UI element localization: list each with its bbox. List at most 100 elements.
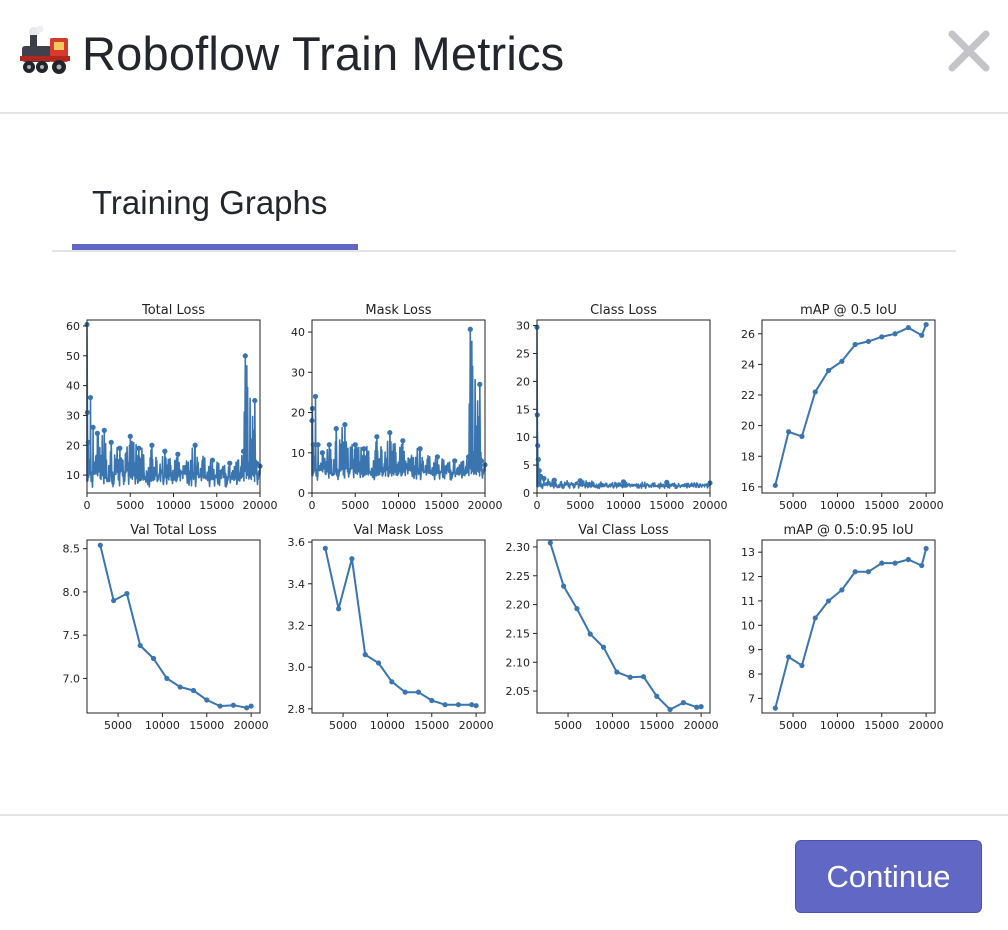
modal-title: Roboflow Train Metrics <box>82 27 565 80</box>
y-tick-label: 3.6 <box>288 536 306 549</box>
y-tick-label: 25 <box>516 347 530 360</box>
y-tick-label: 10 <box>66 469 80 482</box>
data-point <box>455 702 461 708</box>
data-point <box>865 569 872 575</box>
data-point <box>477 381 483 387</box>
data-point <box>362 652 368 658</box>
data-point <box>177 684 183 690</box>
series-line <box>774 324 928 486</box>
data-point <box>772 705 778 711</box>
data-point <box>312 393 319 400</box>
data-point <box>865 338 872 345</box>
x-tick-label: 5000 <box>566 499 594 512</box>
data-point <box>389 679 395 685</box>
data-point <box>772 482 778 488</box>
y-tick-label: 24 <box>741 358 755 371</box>
data-point <box>812 615 818 621</box>
data-point <box>127 433 133 439</box>
y-tick-label: 22 <box>741 389 755 402</box>
y-tick-label: 2.30 <box>506 541 531 554</box>
y-tick-label: 9 <box>748 644 755 657</box>
data-point <box>839 587 845 593</box>
data-point <box>374 434 380 440</box>
y-tick-label: 12 <box>741 571 755 584</box>
x-tick-label: 0 <box>84 499 91 512</box>
close-icon[interactable] <box>946 28 992 74</box>
data-point <box>905 325 911 331</box>
data-point <box>535 456 541 463</box>
plot-frame <box>311 539 486 714</box>
y-tick-label: 50 <box>66 350 80 363</box>
data-point <box>577 478 583 484</box>
data-point <box>333 426 339 432</box>
data-point <box>415 689 422 695</box>
chart-7: mAP @ 0.5:0.95 IoU 5000 10000 15000 20000 7 8 9… <box>741 523 944 732</box>
x-tick-label: 5000 <box>779 499 807 512</box>
data-point <box>319 450 325 456</box>
active-tab-indicator <box>72 244 358 250</box>
data-point <box>94 430 100 436</box>
chart-title: mAP @ 0.5 IoU <box>800 303 897 318</box>
y-tick-label: 40 <box>66 380 80 393</box>
x-tick-label: 0 <box>309 499 316 512</box>
chart-2: Class Loss 0 5000 10000 15000 20000 0 5 10 15 20 25… <box>516 303 728 512</box>
data-point <box>387 430 393 436</box>
data-point <box>694 704 700 710</box>
x-tick-label: 5000 <box>104 719 132 732</box>
x-tick-label: 20000 <box>459 719 494 732</box>
series-line <box>86 323 261 488</box>
data-point <box>627 674 633 680</box>
y-tick-label: 20 <box>66 439 80 452</box>
data-point <box>640 674 647 680</box>
data-point <box>227 460 233 466</box>
data-point <box>137 642 143 649</box>
data-point <box>852 569 858 575</box>
data-point <box>242 353 248 359</box>
modal-header: Roboflow Train Metrics <box>0 0 1008 114</box>
data-point <box>111 597 117 604</box>
data-point <box>150 655 157 662</box>
plot-frame <box>761 319 936 494</box>
data-point <box>310 442 316 448</box>
data-point <box>473 703 479 709</box>
data-point <box>879 560 885 566</box>
data-point <box>452 458 458 464</box>
data-point <box>541 475 547 482</box>
plot-frame <box>86 539 261 714</box>
tab-training-graphs[interactable]: Training Graphs <box>72 175 358 250</box>
series-line <box>774 548 928 709</box>
data-point <box>478 458 485 464</box>
data-point <box>825 598 832 604</box>
continue-button[interactable]: Continue <box>795 840 982 913</box>
data-point <box>190 687 197 694</box>
series-line <box>311 328 486 481</box>
data-point <box>892 560 898 566</box>
chart-3: mAP @ 0.5 IoU 5000 10000 15000 20000 16 18 20 22… <box>741 303 944 512</box>
data-point <box>839 358 845 364</box>
data-point <box>322 545 328 551</box>
plot-frame <box>536 539 711 714</box>
y-tick-label: 10 <box>516 431 530 444</box>
x-tick-label: 10000 <box>606 499 641 512</box>
data-point <box>400 438 406 444</box>
data-point <box>217 703 223 709</box>
chart-title: mAP @ 0.5:0.95 IoU <box>783 523 913 538</box>
data-point <box>108 439 114 445</box>
y-tick-label: 20 <box>741 420 755 433</box>
y-tick-label: 30 <box>66 409 80 422</box>
y-tick-label: 2.05 <box>506 685 531 698</box>
x-tick-label: 15000 <box>864 499 899 512</box>
x-tick-label: 10000 <box>156 499 191 512</box>
y-tick-label: 8.0 <box>63 586 81 599</box>
data-point <box>905 556 911 563</box>
data-point <box>892 331 898 337</box>
chart-title: Val Class Loss <box>578 523 669 538</box>
series-line <box>549 542 702 711</box>
data-point <box>240 448 247 454</box>
x-tick-label: 20000 <box>234 719 269 732</box>
footer-divider <box>0 814 1008 816</box>
data-point <box>402 689 408 695</box>
y-tick-label: 30 <box>516 320 530 333</box>
x-tick-label: 10000 <box>820 499 855 512</box>
